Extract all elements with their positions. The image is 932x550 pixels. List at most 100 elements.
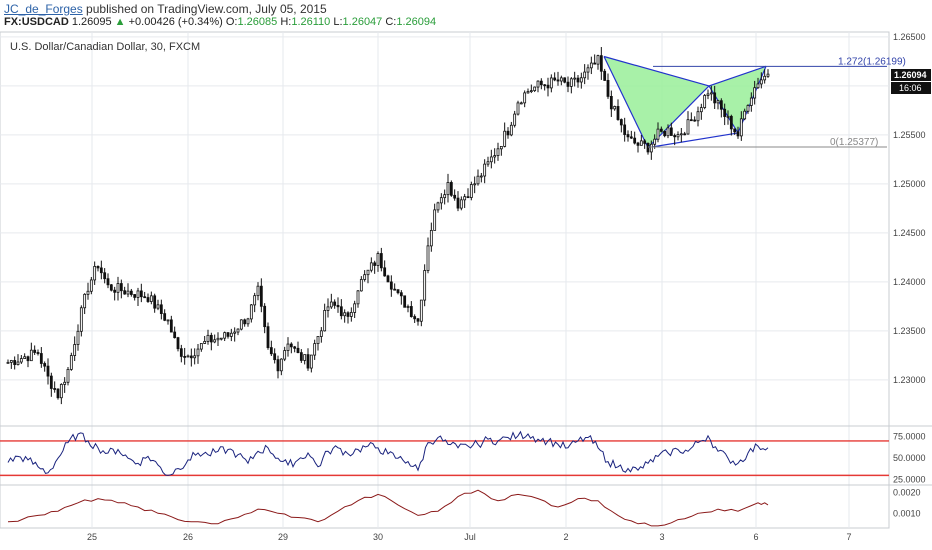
candle-body [239, 319, 243, 330]
candle-body [19, 358, 23, 363]
candle-body [569, 78, 573, 87]
candle-body [763, 75, 767, 81]
candle-body [349, 312, 353, 317]
candle-body [263, 305, 267, 328]
candle-body [639, 140, 643, 146]
candle-body [173, 331, 177, 339]
candle-body [736, 131, 740, 137]
candle-body [249, 304, 253, 320]
candle-body [556, 79, 560, 82]
candle-body [373, 262, 377, 266]
candle-body [266, 326, 270, 348]
candle-body [369, 262, 373, 271]
momentum-tick-label: 0.0020 [893, 487, 921, 497]
candle-body [403, 295, 407, 308]
candle-body [409, 306, 413, 317]
candle-body [649, 143, 653, 153]
candle-body [69, 355, 73, 370]
author-link[interactable]: JC_de_Forges [4, 2, 83, 16]
candle-body [583, 71, 587, 79]
candle-body [739, 118, 743, 137]
candle-body [193, 355, 197, 359]
momentum-panel: 0.0020 0.0010 [7, 487, 921, 527]
candle-body [679, 133, 683, 136]
candle-body [596, 55, 600, 65]
candle-body [336, 304, 340, 308]
candle-body [26, 356, 30, 362]
time-axis[interactable]: 25 26 29 30 Jul 2 3 6 7 [87, 532, 852, 542]
oscillator-panel: 75.0000 50.0000 25.0000 [0, 430, 926, 485]
candle-body [153, 295, 157, 309]
candle-body [723, 108, 727, 117]
candle-body [396, 289, 400, 294]
candle-body [76, 330, 80, 345]
price-tick-label: 1.24000 [893, 277, 926, 287]
candle-body [246, 318, 250, 325]
candle-body [446, 182, 450, 196]
candle-body [49, 375, 53, 389]
candle-body [286, 343, 290, 351]
candle-body [533, 86, 537, 92]
candle-body [743, 110, 747, 120]
candle-body [6, 361, 10, 364]
candle-body [29, 349, 33, 362]
candle-body [283, 350, 287, 360]
candle-body [606, 79, 610, 97]
publish-info: published on TradingView.com, July 05, 2… [82, 2, 327, 16]
candle-body [483, 163, 487, 177]
candle-body [689, 119, 693, 122]
candle-body [563, 77, 567, 83]
fib-extension-label: 1.272(1.26199) [838, 56, 906, 67]
candle-body [133, 294, 137, 298]
candle-body [216, 337, 220, 341]
candle-body [316, 336, 320, 345]
candle-body [726, 115, 730, 118]
candle-body [746, 105, 750, 112]
price-tick-label: 1.23000 [893, 375, 926, 385]
candle-body [663, 130, 667, 137]
last-price: 1.26095 [71, 16, 112, 28]
candle-body [329, 301, 333, 308]
candle-body [673, 135, 677, 138]
time-tick-label: 6 [753, 532, 758, 542]
candle-body [183, 356, 187, 358]
candle-body [199, 343, 203, 350]
symbol-label: FX:USDCAD [4, 16, 69, 28]
time-tick-label: 30 [373, 532, 383, 542]
candle-body [699, 107, 703, 113]
candle-body [273, 353, 277, 361]
price-tick-label: 1.25000 [893, 179, 926, 189]
candle-body [346, 312, 350, 317]
candle-body [126, 290, 130, 295]
oscillator-tick-label: 75.0000 [893, 432, 926, 442]
candle-body [543, 84, 547, 87]
candle-body [623, 124, 627, 135]
time-tick-label: 29 [278, 532, 288, 542]
candle-body [313, 343, 317, 356]
candle-body [79, 307, 83, 332]
candle-body [109, 284, 113, 291]
candle-body [633, 137, 637, 144]
candle-body [546, 84, 550, 89]
candle-body [559, 77, 563, 82]
candle-body [179, 348, 183, 357]
candle-body [713, 92, 717, 104]
candle-body [43, 363, 47, 367]
candle-body [23, 356, 27, 359]
oscillator-series-line [7, 430, 769, 476]
candle-body [463, 196, 467, 201]
candle-body [269, 347, 273, 355]
pattern-leg-xb [603, 55, 710, 87]
candle-body [586, 67, 590, 73]
candle-body [459, 199, 463, 209]
candle-body [169, 319, 173, 333]
candle-body [436, 202, 440, 211]
quote-line: FX:USDCAD 1.26095 ▲ +0.00426 (+0.34%) O:… [4, 16, 436, 28]
oscillator-tick-label: 50.0000 [893, 453, 926, 463]
low-label: L: [333, 16, 343, 28]
candle-body [279, 358, 283, 372]
candle-body [766, 73, 770, 77]
candle-body [416, 318, 420, 322]
candle-body [233, 331, 237, 334]
